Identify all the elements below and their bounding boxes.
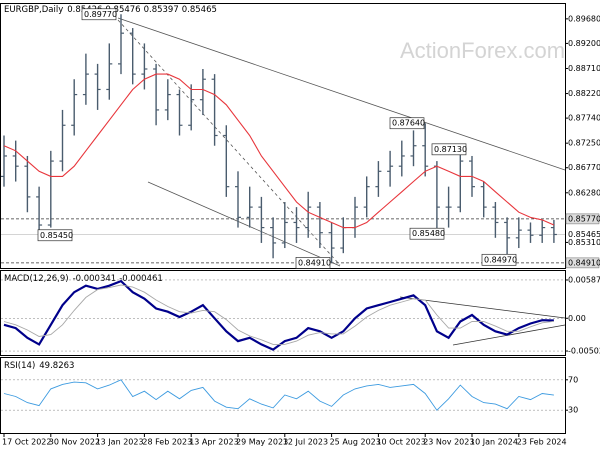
- header-value: -0.000461: [119, 274, 163, 284]
- header-value: -0.000341: [73, 274, 117, 284]
- y-tick-label: 0.00587: [568, 275, 600, 284]
- x-tick-label: 25 Aug 2023: [330, 438, 381, 447]
- y-tick-label: 0.87250: [568, 139, 600, 148]
- annotation-label: 0.87640: [392, 119, 425, 128]
- y-tick-label: -0.005021: [568, 347, 600, 356]
- x-tick-label: 23 Feb 2024: [517, 438, 567, 447]
- annotation-label: 0.84910: [298, 258, 331, 267]
- annotation-box: [409, 227, 445, 240]
- y-tick-label: 0.88220: [568, 89, 600, 98]
- y-tick-label: 0.89680: [568, 14, 600, 23]
- indicator-name: MACD(12,26,9): [4, 274, 69, 284]
- annotation-label: 0.84970: [484, 255, 517, 264]
- annotation-box: [389, 117, 425, 130]
- x-tick-label: 29 May 2023: [236, 438, 288, 447]
- annotation-label: 0.87130: [434, 145, 467, 154]
- level-label: 0.84910: [568, 258, 600, 267]
- watermark: ActionForex.com: [400, 38, 565, 63]
- header-value: 49.8263: [39, 361, 74, 371]
- y-tick-label: 70: [568, 375, 578, 384]
- level-label: 0.85770: [568, 214, 600, 223]
- y-tick-label: 0.86770: [568, 163, 600, 172]
- y-tick-label: 30: [568, 406, 578, 415]
- x-tick-label: 10 Oct 2023: [376, 438, 425, 447]
- annotation-label: 0.89770: [84, 10, 117, 19]
- x-tick-label: 12 Jul 2023: [283, 438, 328, 447]
- header-value: 0.85476: [105, 5, 140, 15]
- annotation-box: [81, 8, 117, 21]
- x-tick-label: 23 Nov 2023: [423, 438, 474, 447]
- trend-line: [117, 19, 341, 266]
- rsi-header: RSI(14) 49.8263: [4, 361, 74, 371]
- macd-header: MACD(12,26,9) -0.000341 -0.000461: [4, 274, 163, 284]
- symbol: EURGBP,Daily: [4, 5, 63, 15]
- series-line: [3, 284, 554, 345]
- annotation-label: 0.85450: [40, 231, 73, 240]
- x-tick-label: 13 Jan 2023: [96, 438, 144, 447]
- x-tick-label: 28 Feb 2023: [142, 438, 192, 447]
- y-tick-label: 0.85310: [568, 238, 600, 247]
- level-label-box: [565, 213, 600, 225]
- y-tick-label: 0.86280: [568, 188, 600, 197]
- trend-line: [399, 296, 566, 319]
- series-line: [3, 279, 554, 351]
- annotation-box: [431, 143, 467, 156]
- level-label-box: [565, 257, 600, 269]
- y-tick-label: 0.89200: [568, 39, 600, 48]
- panel-border: [0, 270, 566, 356]
- panel-border: [0, 3, 566, 269]
- x-tick-label: 17 Oct 2022: [2, 438, 51, 447]
- annotation-box: [481, 253, 517, 266]
- series-line: [3, 379, 554, 411]
- x-tick-label: 10 Jan 2024: [470, 438, 518, 447]
- trend-line: [147, 181, 341, 267]
- x-tick-label: 13 Apr 2023: [189, 438, 238, 447]
- x-tick-label: 30 Nov 2022: [49, 438, 100, 447]
- header-value: 0.85465: [182, 5, 217, 15]
- indicator-name: RSI(14): [4, 361, 35, 371]
- trend-line: [452, 324, 566, 346]
- trend-line: [117, 17, 566, 171]
- annotation-box: [37, 229, 73, 242]
- y-tick-label: 0.87740: [568, 114, 600, 123]
- annotation-label: 0.85480: [412, 229, 445, 238]
- annotation-box: [295, 257, 331, 269]
- panel-border: [0, 357, 566, 434]
- y-tick-label: 0.00: [568, 314, 586, 323]
- series-line: [3, 73, 555, 229]
- y-tick-label: 0.88710: [568, 64, 600, 73]
- header-value: 0.85397: [144, 5, 179, 15]
- current-price-label: 0.85465: [568, 230, 600, 239]
